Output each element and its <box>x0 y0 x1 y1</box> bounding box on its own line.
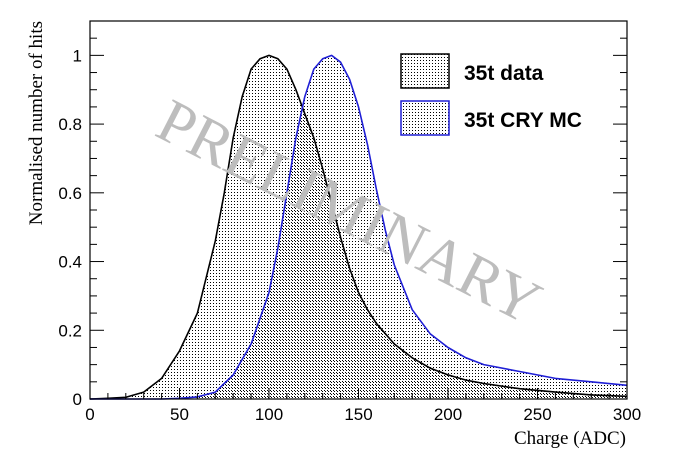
legend-swatch-data <box>400 53 450 89</box>
x-tick-label: 100 <box>255 405 283 424</box>
y-tick-label: 0.6 <box>58 184 82 203</box>
series-line-0 <box>89 54 628 400</box>
x-tick-label: 250 <box>523 405 551 424</box>
y-tick-label: 0 <box>73 390 82 409</box>
x-axis-title: Charge (ADC) <box>514 428 626 449</box>
y-tick-label: 0.4 <box>58 253 82 272</box>
x-tick-label: 200 <box>434 405 462 424</box>
legend-label-mc: 35t CRY MC <box>464 109 582 132</box>
x-tick-label: 50 <box>170 405 189 424</box>
series-line-1 <box>90 54 628 400</box>
x-tick-label: 150 <box>344 405 372 424</box>
x-tick-label: 300 <box>613 405 641 424</box>
series-area-0 <box>90 55 627 400</box>
x-tick-label: 0 <box>85 405 94 424</box>
legend-label-data: 35t data <box>464 62 544 85</box>
y-axis-title: Normalised number of hits <box>26 21 47 225</box>
y-tick-label: 1 <box>73 46 82 65</box>
legend: 35t data 35t CRY MC <box>400 53 582 136</box>
series-area-1 <box>90 55 627 400</box>
y-tick-label: 0.8 <box>58 115 82 134</box>
legend-swatch-mc <box>400 100 450 136</box>
y-tick-label: 0.2 <box>58 321 82 340</box>
